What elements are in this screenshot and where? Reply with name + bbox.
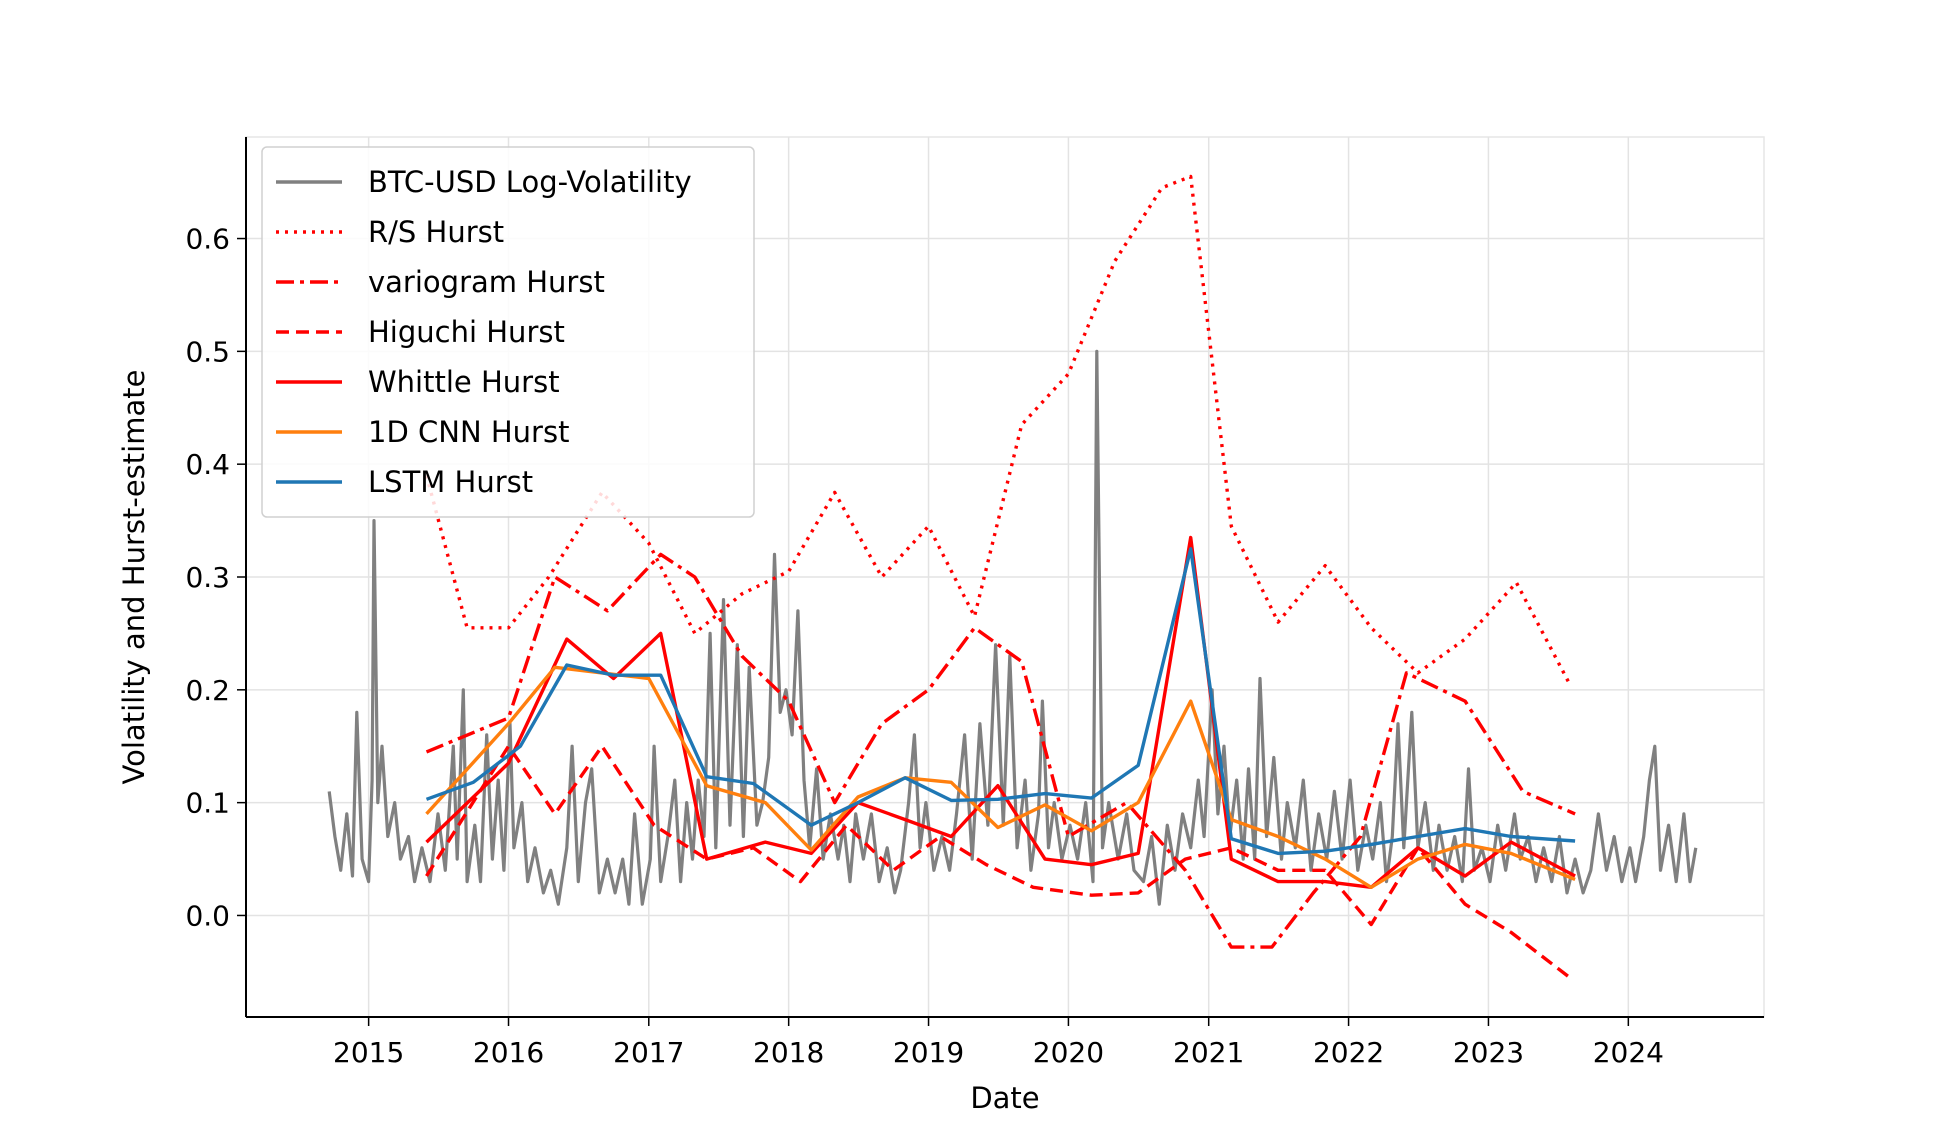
x-tick-label: 2020 [1033, 1036, 1104, 1069]
x-tick-label: 2023 [1453, 1036, 1524, 1069]
y-tick-label: 0.0 [185, 899, 230, 932]
legend: BTC-USD Log-Volatility R/S Hurst variogram… [261, 146, 755, 518]
legend-label-btc-usd-log-volatility: BTC-USD Log-Volatility [368, 165, 692, 199]
y-tick-label: 0.2 [185, 674, 230, 707]
y-tick-label: 0.6 [185, 223, 230, 256]
series-line-btc-usd-log-volatility [327, 349, 1698, 906]
x-tick-label: 2024 [1593, 1036, 1664, 1069]
x-ticks: 2015 2016 2017 2018 2019 2020 2021 2022 2023 2024 [333, 1017, 1664, 1069]
y-tick-label: 0.1 [185, 787, 230, 820]
y-axis-label: Volatility and Hurst-estimate [117, 370, 151, 785]
plot-area [327, 174, 1698, 979]
y-tick-label: 0.4 [185, 448, 230, 481]
series-line-variogram-hurst [425, 552, 1576, 949]
series-line-lstm-hurst [425, 547, 1576, 856]
legend-label-higuchi-hurst: Higuchi Hurst [368, 315, 565, 349]
x-tick-label: 2022 [1313, 1036, 1384, 1069]
x-tick-label: 2019 [893, 1036, 964, 1069]
x-tick-label: 2017 [613, 1036, 684, 1069]
legend-label-lstm-hurst: LSTM Hurst [368, 465, 533, 499]
x-tick-label: 2021 [1173, 1036, 1244, 1069]
y-ticks: 0.0 0.1 0.2 0.3 0.4 0.5 0.6 [185, 223, 246, 932]
legend-label-variogram-hurst: variogram Hurst [368, 265, 605, 299]
legend-label-1d-cnn-hurst: 1D CNN Hurst [368, 415, 569, 449]
x-axis-label: Date [970, 1081, 1039, 1115]
y-tick-label: 0.5 [185, 335, 230, 368]
legend-box [261, 146, 755, 518]
y-tick-label: 0.3 [185, 561, 230, 594]
x-tick-label: 2018 [753, 1036, 824, 1069]
x-tick-label: 2016 [473, 1036, 544, 1069]
legend-label-whittle-hurst: Whittle Hurst [368, 365, 560, 399]
legend-label-r-s-hurst: R/S Hurst [368, 215, 504, 249]
x-tick-label: 2015 [333, 1036, 404, 1069]
series-line-1d-cnn-hurst [425, 665, 1576, 889]
